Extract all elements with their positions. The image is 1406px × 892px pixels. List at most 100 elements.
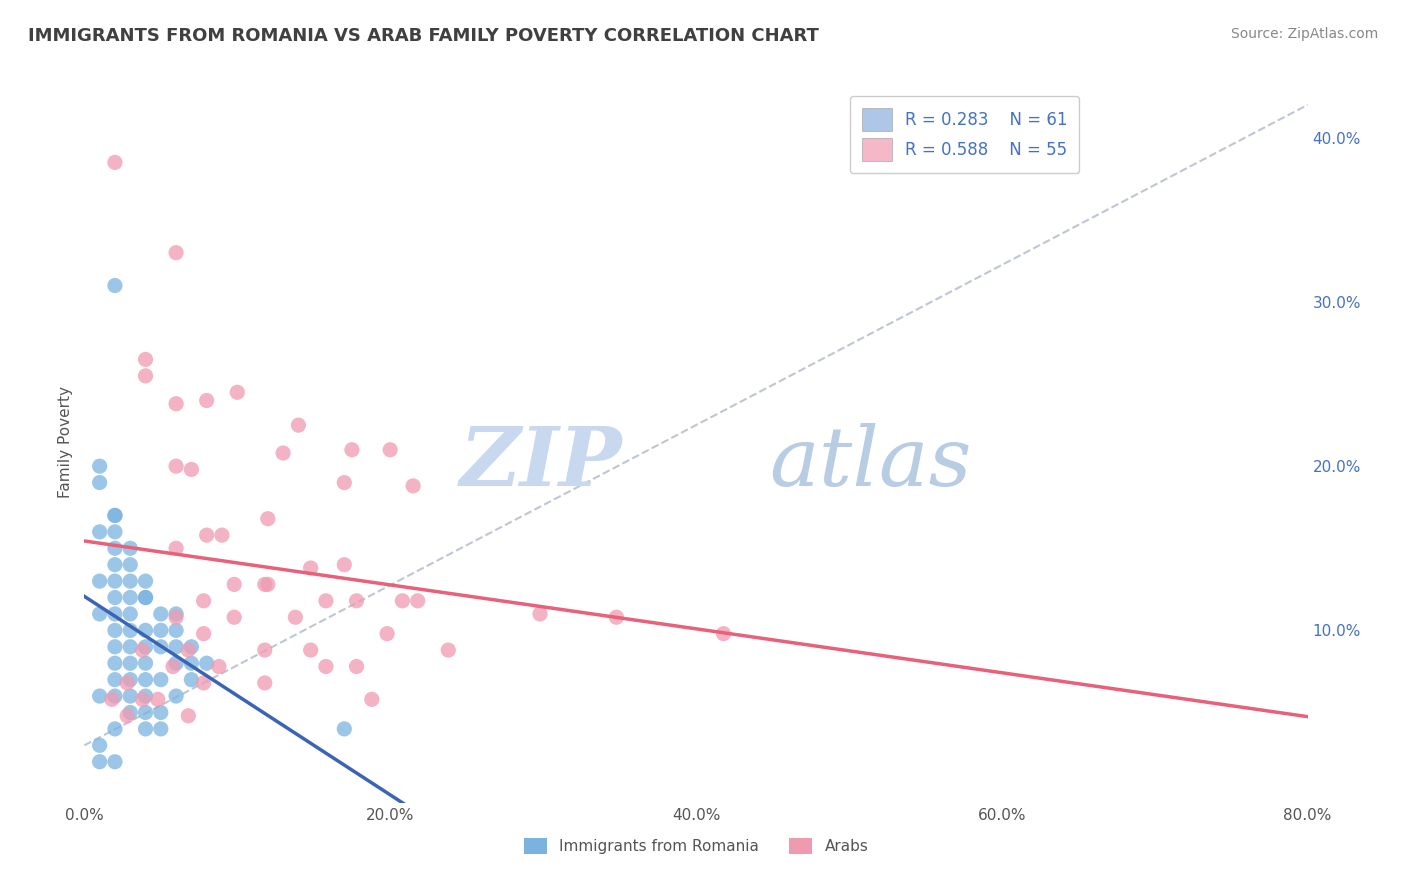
Point (120, 624, 142, 638)
Point (177, 708, 200, 723)
Point (120, 591, 142, 605)
Point (165, 689, 187, 703)
Point (406, 594, 429, 608)
Point (253, 643, 276, 657)
Point (89, 524, 111, 539)
Point (104, 524, 127, 539)
Point (149, 722, 172, 736)
Point (120, 558, 142, 572)
Point (104, 755, 127, 769)
Point (120, 673, 142, 687)
Point (165, 610, 187, 624)
Point (120, 706, 142, 720)
Point (195, 393, 218, 408)
Point (193, 676, 215, 690)
Point (284, 610, 307, 624)
Legend: Immigrants from Romania, Arabs: Immigrants from Romania, Arabs (517, 832, 875, 860)
Point (402, 479, 425, 493)
Point (149, 640, 172, 654)
Point (162, 659, 184, 673)
Point (104, 640, 127, 654)
Point (149, 706, 172, 720)
Point (131, 692, 153, 706)
Point (346, 659, 368, 673)
Point (135, 352, 157, 367)
Point (149, 607, 172, 621)
Point (375, 626, 398, 640)
Point (193, 594, 215, 608)
Point (287, 418, 309, 433)
Point (165, 541, 187, 556)
Point (120, 541, 142, 556)
Point (224, 610, 246, 624)
Point (391, 594, 413, 608)
Point (437, 643, 460, 657)
Point (120, 640, 142, 654)
Point (299, 643, 322, 657)
Point (104, 541, 127, 556)
Point (340, 442, 363, 457)
Point (315, 594, 337, 608)
Point (135, 689, 157, 703)
Point (135, 591, 157, 605)
Point (299, 561, 322, 575)
Point (333, 722, 356, 736)
Point (120, 607, 142, 621)
Point (226, 385, 249, 400)
Point (135, 657, 157, 671)
Point (104, 508, 127, 523)
Point (135, 673, 157, 687)
Point (165, 459, 187, 474)
Point (89, 739, 111, 753)
Point (146, 692, 169, 706)
Point (271, 446, 294, 460)
Point (104, 722, 127, 736)
Y-axis label: Family Poverty: Family Poverty (58, 385, 73, 498)
Point (360, 692, 382, 706)
Point (165, 397, 187, 411)
Point (180, 673, 202, 687)
Point (180, 657, 202, 671)
Point (177, 643, 200, 657)
Point (89, 689, 111, 703)
Point (165, 624, 187, 638)
Point (135, 706, 157, 720)
Point (120, 657, 142, 671)
Point (104, 673, 127, 687)
Point (346, 594, 368, 608)
Point (104, 155, 127, 169)
Point (104, 689, 127, 703)
Point (131, 643, 153, 657)
Point (89, 475, 111, 490)
Point (211, 528, 233, 542)
Point (195, 657, 218, 671)
Point (149, 624, 172, 638)
Point (89, 755, 111, 769)
Point (89, 459, 111, 474)
Point (713, 626, 735, 640)
Point (89, 574, 111, 588)
Point (104, 278, 127, 293)
Point (135, 368, 157, 383)
Point (115, 676, 138, 690)
Point (89, 607, 111, 621)
Point (104, 657, 127, 671)
Point (120, 574, 142, 588)
Point (165, 657, 187, 671)
Point (165, 245, 187, 260)
Point (224, 577, 246, 591)
Point (104, 558, 127, 572)
Point (180, 462, 202, 476)
Point (193, 626, 215, 640)
Point (165, 640, 187, 654)
Point (104, 574, 127, 588)
Point (104, 591, 127, 605)
Point (104, 624, 127, 638)
Text: atlas: atlas (769, 423, 972, 503)
Point (180, 640, 202, 654)
Point (115, 708, 138, 723)
Point (257, 577, 280, 591)
Point (149, 673, 172, 687)
Point (333, 558, 356, 572)
Point (257, 512, 280, 526)
